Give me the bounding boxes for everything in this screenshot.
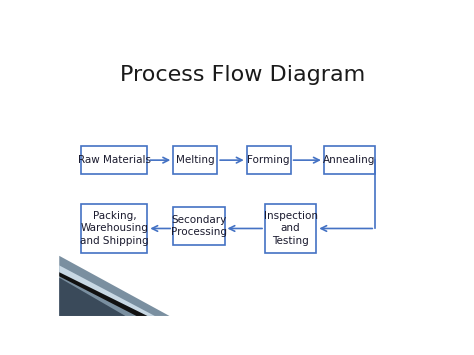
Text: Forming: Forming: [247, 155, 290, 165]
Text: Inspection
and
Testing: Inspection and Testing: [264, 211, 318, 246]
Text: Raw Materials: Raw Materials: [78, 155, 151, 165]
Bar: [173, 207, 225, 245]
Text: Process Flow Diagram: Process Flow Diagram: [120, 65, 365, 86]
Bar: [324, 147, 375, 174]
Text: Melting: Melting: [176, 155, 214, 165]
Polygon shape: [59, 278, 125, 316]
Text: Annealing: Annealing: [323, 155, 375, 165]
Bar: [246, 147, 291, 174]
Polygon shape: [59, 266, 155, 316]
Text: Packing,
Warehousing
and Shipping: Packing, Warehousing and Shipping: [80, 211, 149, 246]
Bar: [82, 147, 147, 174]
Text: Secondary
Processing: Secondary Processing: [171, 214, 227, 237]
Polygon shape: [59, 256, 169, 316]
Polygon shape: [59, 272, 147, 316]
Bar: [173, 147, 217, 174]
Bar: [265, 204, 317, 253]
Bar: [82, 204, 147, 253]
